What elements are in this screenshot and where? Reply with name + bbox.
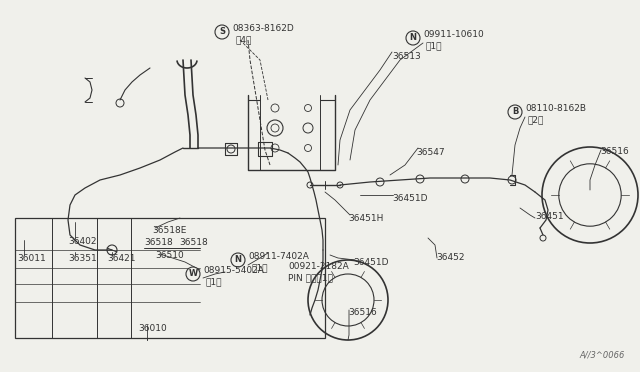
Text: 36351: 36351: [68, 254, 97, 263]
Text: N: N: [234, 256, 241, 264]
Text: 36547: 36547: [416, 148, 445, 157]
Text: 36451D: 36451D: [353, 258, 388, 267]
Text: 00921-2182A: 00921-2182A: [288, 262, 349, 271]
Circle shape: [508, 105, 522, 119]
Text: A//3^0066: A//3^0066: [580, 351, 625, 360]
Text: 08110-8162B: 08110-8162B: [525, 104, 586, 113]
Circle shape: [231, 253, 245, 267]
Text: 36516: 36516: [600, 147, 628, 156]
Text: B: B: [512, 108, 518, 116]
Text: 36518: 36518: [179, 238, 208, 247]
Text: （1）: （1）: [206, 277, 223, 286]
Text: （1）: （1）: [251, 263, 268, 272]
Text: 36518: 36518: [144, 238, 173, 247]
Text: 36451: 36451: [535, 212, 564, 221]
Text: 36402: 36402: [68, 237, 97, 246]
Text: 08915-5402A: 08915-5402A: [203, 266, 264, 275]
Text: 36451H: 36451H: [348, 214, 383, 223]
Text: 09911-10610: 09911-10610: [423, 30, 484, 39]
Circle shape: [406, 31, 420, 45]
Text: 36011: 36011: [17, 254, 45, 263]
Text: （4）: （4）: [235, 35, 252, 44]
Text: 36421: 36421: [107, 254, 136, 263]
Text: （2）: （2）: [528, 115, 545, 124]
Text: 08911-7402A: 08911-7402A: [248, 252, 309, 261]
Text: 36513: 36513: [392, 52, 420, 61]
Bar: [15, 218, 325, 338]
Text: 36510: 36510: [155, 251, 184, 260]
Text: N: N: [410, 33, 417, 42]
Text: 36452: 36452: [436, 253, 465, 262]
Text: 36010: 36010: [138, 324, 167, 333]
Text: PIN ピン（1）: PIN ピン（1）: [288, 273, 333, 282]
Circle shape: [215, 25, 229, 39]
Text: （1）: （1）: [426, 41, 442, 50]
Text: W: W: [188, 269, 198, 279]
Text: 36518E: 36518E: [152, 226, 186, 235]
Text: 36516: 36516: [348, 308, 377, 317]
Text: 08363-8162D: 08363-8162D: [232, 24, 294, 33]
Text: 36451D: 36451D: [392, 194, 428, 203]
Circle shape: [186, 267, 200, 281]
Text: S: S: [219, 28, 225, 36]
